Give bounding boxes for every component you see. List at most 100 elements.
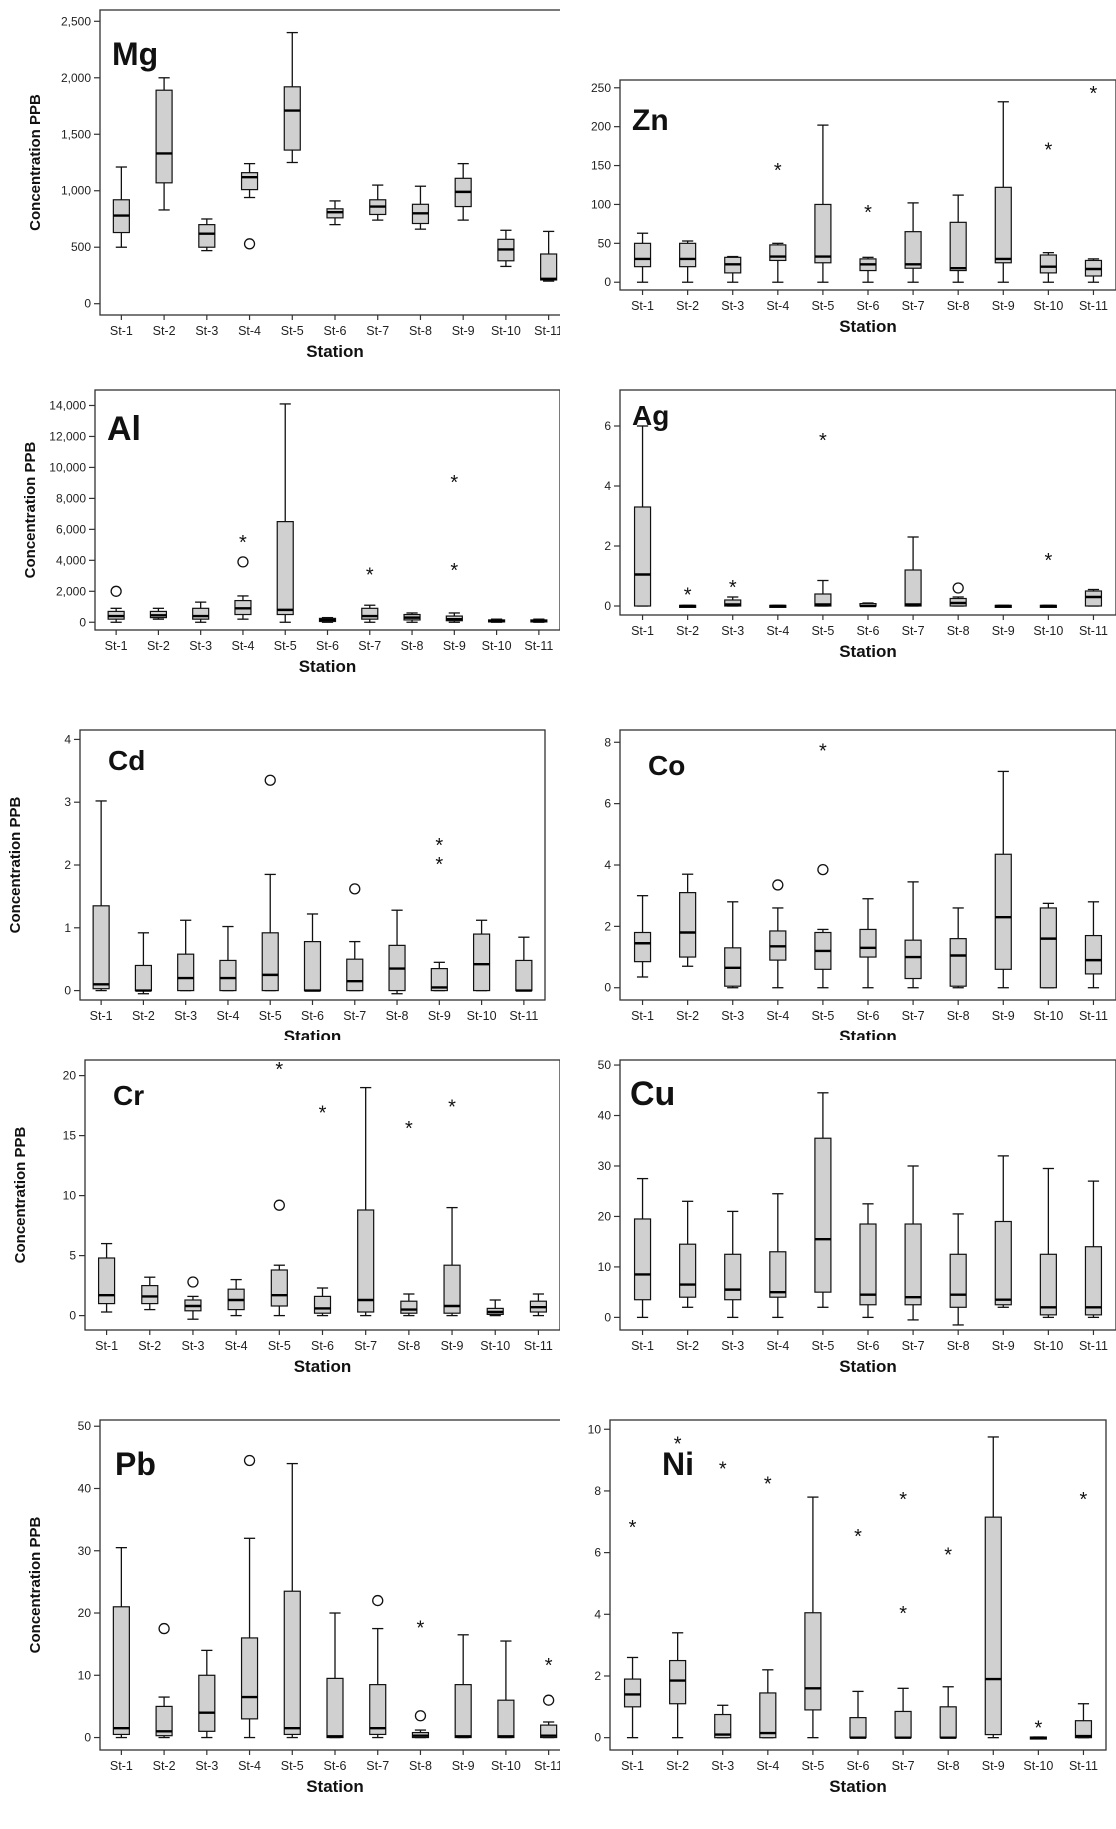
y-tick-label: 8 — [604, 735, 611, 749]
box-st-10 — [486, 1299, 504, 1317]
box-st-5 — [283, 1462, 301, 1739]
box-st-10: * — [1039, 550, 1057, 608]
x-tick-label: St-1 — [631, 1339, 654, 1353]
box-st-8 — [403, 612, 421, 623]
box-iqr — [759, 1692, 777, 1739]
box-iqr — [326, 1677, 344, 1739]
box-iqr — [177, 953, 195, 992]
plot-frame — [619, 389, 1116, 616]
box-iqr — [515, 959, 533, 992]
box-iqr — [141, 1285, 159, 1305]
x-tick-label: St-7 — [902, 624, 925, 638]
box-st-9 — [994, 770, 1012, 989]
box-st-7 — [904, 881, 922, 989]
box-st-6 — [303, 913, 322, 992]
box-st-2 — [155, 77, 173, 211]
box-st-6 — [318, 616, 337, 623]
x-tick-label: St-3 — [174, 1009, 197, 1023]
x-tick-label: St-1 — [631, 1009, 654, 1023]
box-iqr — [1039, 1253, 1057, 1316]
x-tick-label: St-10 — [1033, 1009, 1063, 1023]
box-iqr — [361, 607, 379, 620]
box-st-1 — [112, 166, 130, 248]
x-tick-label: St-4 — [766, 624, 789, 638]
outlier-point — [110, 585, 122, 597]
y-tick-label: 20 — [598, 1209, 612, 1223]
y-tick-label: 2 — [604, 919, 611, 933]
box-iqr — [724, 599, 742, 607]
box-iqr — [92, 905, 110, 990]
x-tick-label: St-2 — [676, 624, 699, 638]
x-tick-label: St-11 — [509, 1009, 538, 1023]
x-tick-label: St-8 — [397, 1339, 420, 1353]
box-st-7 — [904, 202, 922, 283]
y-tick-label: 200 — [591, 120, 611, 134]
extreme-point: * — [405, 1118, 413, 1140]
x-tick-label: St-1 — [621, 1759, 644, 1773]
x-tick-label: St-7 — [358, 639, 381, 653]
box-st-11 — [540, 230, 558, 282]
box-st-3 — [724, 901, 742, 989]
box-st-10: * — [1029, 1717, 1047, 1740]
y-tick-label: 0 — [604, 981, 611, 995]
box-iqr — [134, 964, 153, 992]
x-tick-label: St-3 — [181, 1339, 204, 1353]
box-iqr — [804, 1612, 822, 1711]
box-iqr — [346, 958, 364, 992]
x-tick-label: St-6 — [857, 624, 880, 638]
y-axis-title: Concentration PPB — [22, 441, 39, 578]
y-tick-label: 0 — [604, 599, 611, 613]
box-st-3 — [184, 1276, 202, 1320]
box-st-8 — [388, 909, 406, 995]
box-iqr — [849, 1717, 867, 1739]
box-st-7 — [369, 184, 387, 221]
extreme-point: * — [729, 577, 737, 599]
y-tick-label: 6 — [604, 419, 611, 433]
box-st-4: * — [769, 160, 787, 283]
box-st-7 — [904, 536, 922, 607]
box-plot-svg: Zn 0 50 100 150 200 250 Concentration PPB St-1 St… — [547, 79, 1116, 336]
box-iqr — [949, 938, 967, 987]
outlier-point — [952, 582, 964, 594]
x-tick-label: St-2 — [676, 299, 699, 313]
x-tick-label: St-8 — [386, 1009, 409, 1023]
extreme-point: * — [435, 835, 443, 857]
x-tick-label: St-10 — [467, 1009, 497, 1023]
y-tick-label: 5 — [69, 1249, 76, 1263]
box-plot-svg: Ni0246810Concentration PPBSt-1St-2St-3St… — [537, 1419, 1107, 1796]
chart-panel-cd: Cd 0 1 2 3 4 Concentration PPB St-1 St-2 St-3 St-4… — [0, 720, 560, 1046]
chart-panel-co: Co 0 2 4 6 8 Concentration PPB St-1 St-2 St-3 St-4… — [547, 720, 1116, 1046]
box-st-11: * — [1084, 83, 1103, 283]
box-iqr — [1039, 254, 1057, 274]
x-axis-title: Station — [839, 642, 897, 661]
box-iqr — [994, 853, 1012, 970]
box-iqr — [994, 186, 1012, 264]
box-st-6 — [859, 602, 877, 608]
box-st-10 — [472, 919, 491, 992]
x-tick-label: St-6 — [324, 324, 347, 338]
x-tick-label: St-3 — [721, 624, 744, 638]
x-tick-label: St-5 — [801, 1759, 824, 1773]
y-axis-title: Concentration PPB — [560, 1126, 564, 1263]
box-iqr — [633, 242, 652, 268]
extreme-point: * — [764, 1474, 772, 1496]
box-iqr — [472, 933, 491, 992]
x-tick-label: St-8 — [947, 1339, 970, 1353]
extreme-point: * — [944, 1545, 952, 1567]
box-plot-svg: Cr 0 5 10 15 20 Concentration PPB St-1 St-2 St-3 S… — [12, 1059, 561, 1376]
box-st-7: ** — [894, 1489, 912, 1739]
extreme-point: * — [319, 1102, 327, 1124]
x-tick-label: St-3 — [711, 1759, 734, 1773]
x-axis-title: Station — [839, 1357, 897, 1376]
box-iqr — [430, 968, 448, 992]
y-tick-label: 4 — [604, 858, 611, 872]
chart-panel-ag: Ag 0 2 4 6 Concentration PPB St-1 St-2 St-3 St-4 S… — [547, 380, 1116, 680]
box-iqr — [283, 86, 301, 151]
x-tick-label: St-7 — [892, 1759, 915, 1773]
box-iqr — [276, 521, 294, 616]
y-tick-label: 12,000 — [49, 429, 86, 443]
extreme-point: * — [1034, 1717, 1042, 1739]
x-axis-title: Station — [839, 317, 897, 336]
y-tick-label: 10 — [598, 1260, 612, 1274]
box-st-9 — [454, 162, 472, 221]
